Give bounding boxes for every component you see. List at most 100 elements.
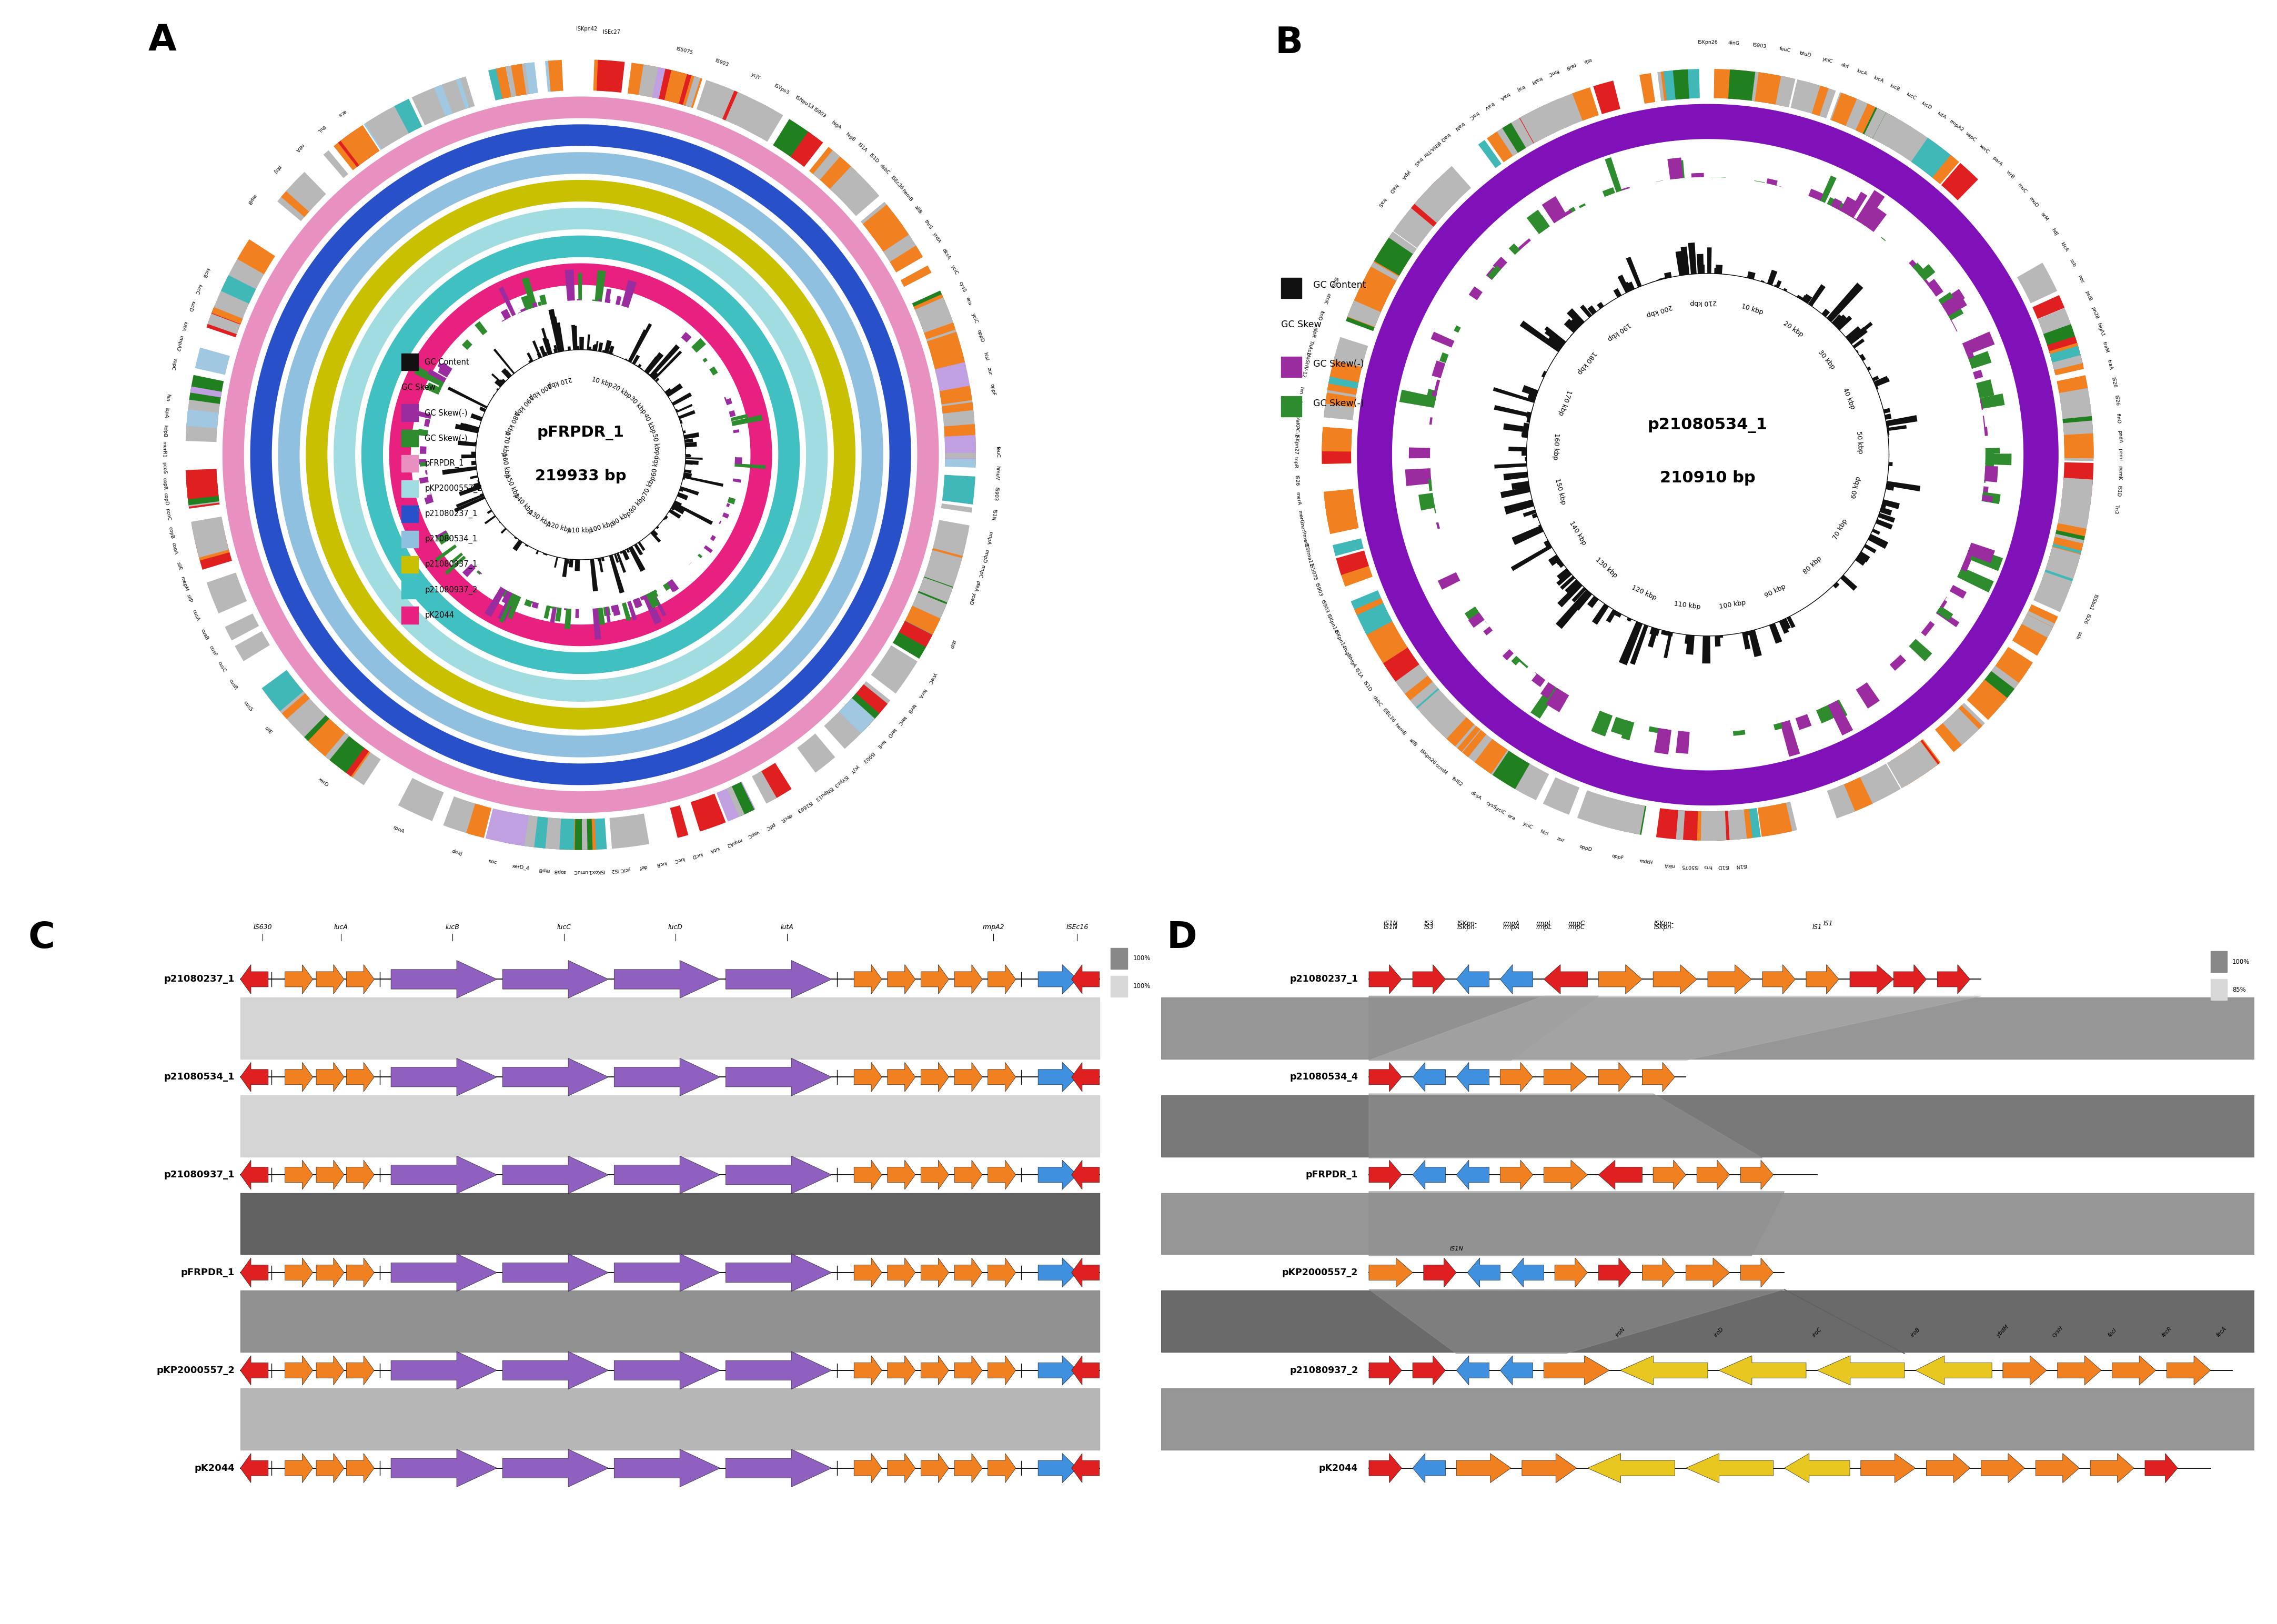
Text: ylpA: ylpA [1400, 169, 1412, 180]
Polygon shape [1649, 726, 1660, 734]
Text: 219933 bp: 219933 bp [535, 469, 626, 484]
Polygon shape [667, 580, 674, 588]
Polygon shape [683, 432, 699, 438]
FancyArrow shape [1368, 1259, 1412, 1288]
Polygon shape [485, 515, 496, 525]
Polygon shape [1981, 400, 1983, 409]
Polygon shape [462, 564, 476, 577]
Polygon shape [1412, 179, 1457, 227]
Polygon shape [651, 67, 667, 99]
Polygon shape [1562, 209, 1571, 218]
Polygon shape [462, 339, 471, 349]
Polygon shape [2054, 508, 2090, 544]
Polygon shape [1544, 326, 1567, 344]
Text: iucD: iucD [187, 300, 196, 312]
Polygon shape [940, 387, 975, 421]
Polygon shape [710, 534, 715, 541]
Text: IS26: IS26 [1293, 474, 1300, 486]
Polygon shape [342, 125, 380, 166]
Polygon shape [683, 473, 692, 477]
Polygon shape [674, 502, 713, 525]
FancyArrow shape [346, 965, 373, 994]
Polygon shape [1564, 580, 1580, 594]
Bar [401, 505, 419, 523]
Polygon shape [262, 671, 303, 711]
Polygon shape [524, 599, 533, 607]
Text: traV: traV [1482, 101, 1494, 110]
Polygon shape [408, 460, 426, 464]
Polygon shape [829, 166, 856, 195]
Polygon shape [344, 747, 369, 776]
Polygon shape [492, 374, 503, 385]
Text: cusF: cusF [207, 645, 219, 658]
Text: 100%: 100% [2231, 958, 2250, 965]
Polygon shape [1334, 338, 1368, 367]
Polygon shape [1849, 322, 1872, 343]
Polygon shape [467, 486, 480, 492]
FancyArrow shape [285, 1453, 312, 1483]
Polygon shape [2017, 611, 2054, 648]
Polygon shape [1935, 609, 1960, 627]
Text: IS903: IS903 [715, 58, 729, 67]
Text: IS1A: IS1A [1353, 667, 1364, 679]
Text: rmpA: rmpA [1503, 921, 1519, 927]
Polygon shape [2022, 614, 2054, 638]
Polygon shape [1685, 635, 1694, 654]
Polygon shape [1838, 784, 1856, 814]
Polygon shape [189, 375, 223, 404]
Text: fecR: fecR [2161, 1325, 2172, 1338]
FancyArrow shape [920, 1259, 950, 1288]
Polygon shape [1382, 646, 1419, 682]
Polygon shape [225, 614, 260, 640]
Polygon shape [1933, 154, 1958, 184]
Text: GC Skew: GC Skew [1282, 320, 1321, 330]
Polygon shape [1368, 1289, 1785, 1353]
Polygon shape [1327, 377, 1359, 388]
FancyArrow shape [954, 1356, 981, 1385]
Polygon shape [1535, 672, 1539, 677]
FancyArrow shape [888, 1356, 915, 1385]
Polygon shape [1683, 810, 1701, 841]
Polygon shape [207, 305, 244, 338]
Polygon shape [2049, 534, 2083, 568]
Polygon shape [1539, 682, 1555, 698]
FancyArrow shape [1457, 1356, 1489, 1385]
Polygon shape [1851, 763, 1901, 807]
Text: cusS: cusS [244, 700, 253, 713]
Text: yciC: yciC [1521, 822, 1532, 830]
Text: 190 kbp: 190 kbp [1605, 320, 1633, 341]
Text: 100 kbp: 100 kbp [1719, 599, 1746, 611]
Polygon shape [194, 531, 232, 570]
Polygon shape [187, 469, 219, 499]
Polygon shape [822, 159, 856, 193]
Polygon shape [2049, 343, 2083, 375]
Polygon shape [638, 541, 644, 551]
FancyArrow shape [1038, 1356, 1077, 1385]
FancyArrow shape [392, 1156, 496, 1194]
FancyArrow shape [1915, 1356, 1992, 1385]
Polygon shape [594, 60, 613, 91]
Bar [1161, 1095, 2254, 1156]
Text: ISEc36: ISEc36 [890, 175, 904, 192]
Polygon shape [704, 546, 713, 554]
FancyArrow shape [285, 1259, 312, 1288]
Polygon shape [651, 531, 660, 542]
Text: kdpB: kdpB [162, 425, 166, 437]
Polygon shape [1323, 375, 1359, 421]
Polygon shape [1890, 654, 1906, 671]
Text: copA: copA [171, 542, 178, 555]
FancyArrow shape [392, 1449, 496, 1488]
Text: IS903: IS903 [1314, 581, 1323, 598]
FancyArrow shape [1621, 1356, 1708, 1385]
Polygon shape [608, 555, 624, 593]
Polygon shape [553, 344, 558, 352]
FancyArrow shape [1368, 1160, 1403, 1189]
Text: thiL: thiL [317, 123, 326, 133]
Polygon shape [913, 577, 952, 617]
Polygon shape [1826, 283, 1863, 322]
FancyArrow shape [954, 1259, 981, 1288]
Polygon shape [663, 583, 672, 591]
Polygon shape [1323, 427, 1353, 443]
FancyArrow shape [2168, 1356, 2211, 1385]
Polygon shape [724, 398, 733, 406]
